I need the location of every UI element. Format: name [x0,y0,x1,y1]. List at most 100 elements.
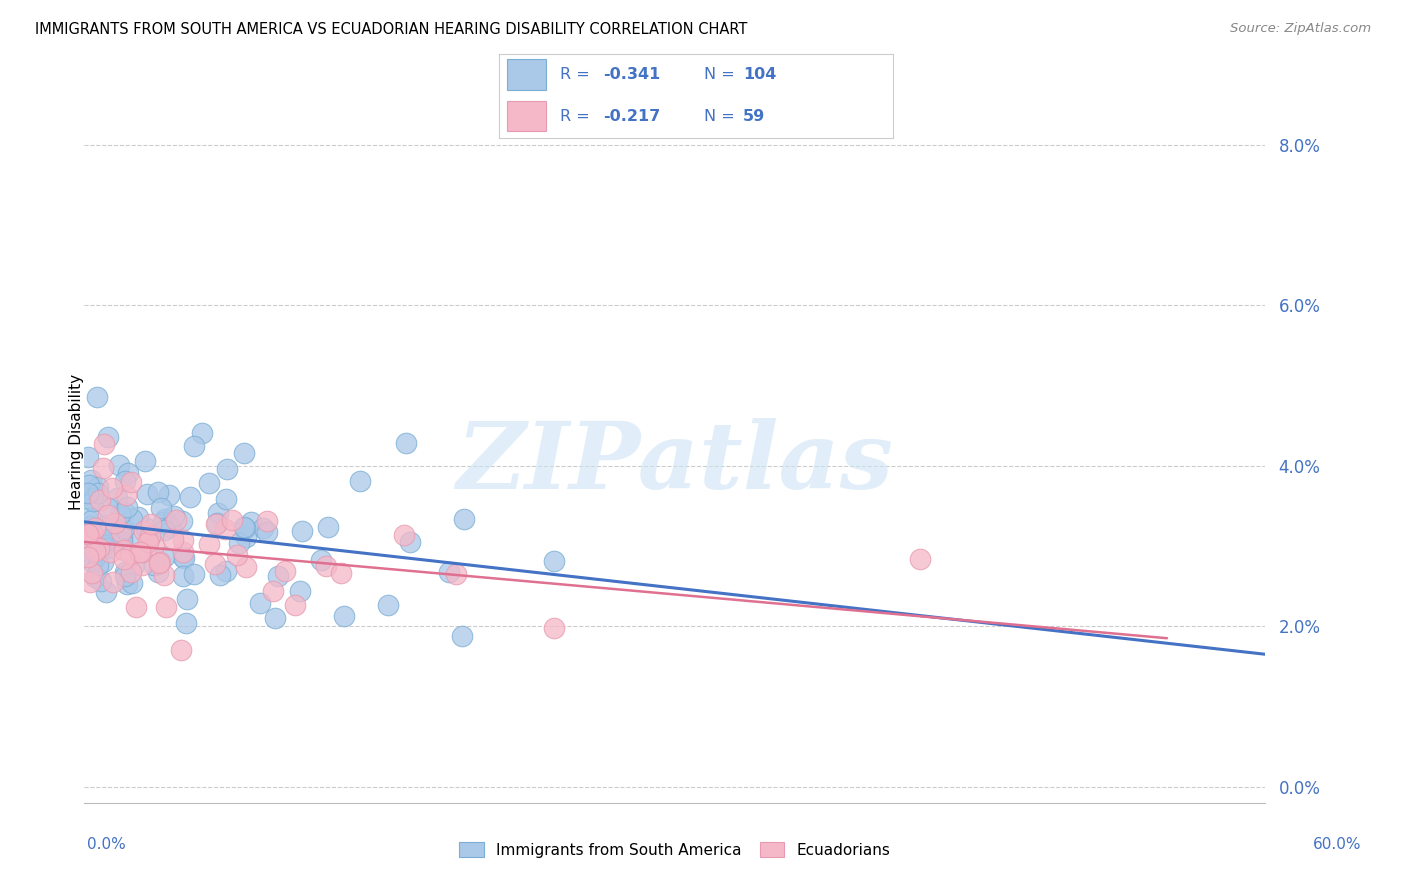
Point [208,568,231,582]
Point [198,475,221,490]
Point [330,566,353,580]
FancyBboxPatch shape [508,101,547,131]
Point [112,505,135,519]
Point [155,600,177,615]
Text: R =: R = [560,109,595,124]
Point [453,512,475,526]
Point [91,461,114,475]
Point [121,575,143,590]
Point [349,474,371,488]
Point [543,622,565,636]
Text: N =: N = [704,109,740,124]
Point [170,514,193,528]
Point [377,599,399,613]
Point [83,544,105,558]
Point [111,530,134,544]
Point [225,548,247,562]
Text: 59: 59 [744,109,765,124]
Point [90,574,112,589]
Text: -0.217: -0.217 [603,109,661,124]
Point [114,475,136,489]
Point [80,473,103,487]
Text: 104: 104 [744,67,776,82]
Text: N =: N = [704,67,740,82]
Point [89,493,111,508]
Point [115,577,138,591]
Point [131,545,153,559]
Point [134,454,156,468]
Point [75,547,97,561]
Point [288,584,311,599]
Point [153,568,176,582]
Point [179,490,201,504]
Point [127,510,149,524]
Point [239,515,262,529]
Point [214,522,236,536]
Point [98,533,121,547]
Point [152,516,174,530]
Point [235,530,257,544]
Point [86,390,108,404]
FancyBboxPatch shape [508,60,547,90]
Point [120,565,142,579]
Y-axis label: Hearing Disability: Hearing Disability [69,374,83,509]
Point [131,558,153,572]
Point [97,508,120,522]
Point [124,531,146,545]
Point [150,500,173,515]
Point [291,524,314,538]
Point [153,523,176,537]
Point [191,425,214,440]
Point [89,541,111,555]
Point [112,521,135,535]
Point [153,511,176,525]
Point [80,554,103,568]
Point [101,575,124,590]
Point [87,479,110,493]
Point [139,529,162,543]
Point [395,436,418,450]
Point [205,516,228,530]
Point [107,458,129,472]
Point [132,524,155,538]
Point [392,527,415,541]
Point [77,450,100,464]
Point [117,466,139,480]
Point [108,507,131,521]
Point [165,513,187,527]
Point [86,485,108,500]
Point [77,527,100,541]
Point [233,521,256,535]
Point [439,565,461,579]
Point [79,574,101,589]
Point [112,552,135,566]
Point [249,596,271,610]
Text: -0.341: -0.341 [603,67,661,82]
Point [157,488,180,502]
Point [256,524,278,539]
Point [82,491,104,506]
Point [80,513,103,527]
Point [101,481,124,495]
Point [139,530,162,544]
Point [80,566,103,580]
Point [148,566,170,580]
Point [76,486,98,500]
Point [183,439,205,453]
Point [232,520,254,534]
Point [124,600,146,615]
Point [91,555,114,569]
Point [76,510,98,524]
Point [176,592,198,607]
Point [115,500,138,515]
Point [170,643,193,657]
Point [172,533,194,548]
Text: Source: ZipAtlas.com: Source: ZipAtlas.com [1230,22,1371,36]
Point [267,569,290,583]
Point [183,567,205,582]
Point [146,484,169,499]
Point [84,570,107,584]
Point [215,564,238,578]
Point [135,521,157,535]
Point [120,475,142,489]
